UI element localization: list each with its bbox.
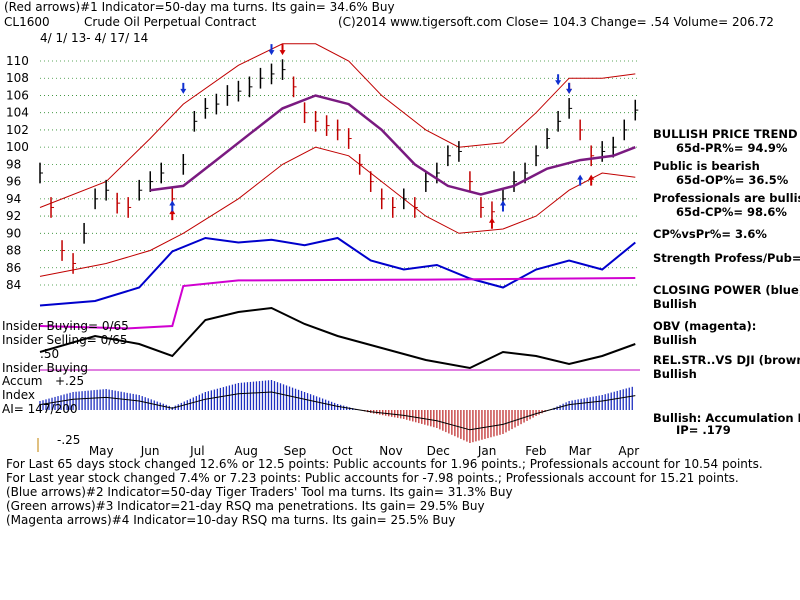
accum-ma-line <box>39 391 636 431</box>
cp-vs-pr: CP%vsPr%= 3.6% <box>653 227 767 241</box>
insider-buying-label: Insider Buying= 0/65 <box>2 319 129 333</box>
x-tick-label: Apr <box>618 444 639 458</box>
closing-power-line <box>39 236 636 307</box>
lower-band-line <box>39 146 636 277</box>
ai-label: AI= 147/200 <box>2 402 78 416</box>
x-tick-label: Feb <box>525 444 546 458</box>
x-tick-label: Aug <box>234 444 257 458</box>
signal-arrow <box>279 44 286 56</box>
obv-label: OBV (magenta): <box>653 319 757 333</box>
tick-minus-25: -.25 <box>57 433 81 447</box>
x-tick-label: Jul <box>189 444 204 458</box>
x-tick-label: Sep <box>284 444 307 458</box>
obv-value: Bullish <box>653 333 697 347</box>
green-arrow-indicator-line: (Green arrows)#3 Indicator=21-day RSQ ma… <box>6 499 485 513</box>
y-tick-label: 110 <box>6 54 29 68</box>
signal-arrow <box>588 174 595 186</box>
op-value: 65d-OP%= 36.5% <box>676 173 789 187</box>
professionals-bullish: Professionals are bullish <box>653 191 800 205</box>
public-bearish: Public is bearish <box>653 159 760 173</box>
tick-25: +.25 <box>55 374 85 388</box>
x-tick-label: Nov <box>379 444 402 458</box>
bullish-price-trend: BULLISH PRICE TREND <box>653 127 798 141</box>
x-tick-label: Mar <box>569 444 592 458</box>
strength-profess-pub: Strength Profess/Pub= 5.4 <box>653 251 800 265</box>
copyright: (C)2014 www.tigersoft.com <box>338 15 502 29</box>
y-tick-label: 102 <box>6 123 29 137</box>
y-tick-label: 88 <box>6 244 21 258</box>
index-label: Index <box>2 388 36 402</box>
contract-name: Crude Oil Perpetual Contract <box>84 15 257 29</box>
signal-arrow <box>555 74 562 86</box>
obv-line <box>39 277 636 330</box>
closing-power-value: Bullish <box>653 297 697 311</box>
ticker: CL1600 <box>4 15 50 29</box>
y-tick-label: 100 <box>6 140 29 154</box>
y-tick-label: 86 <box>6 261 21 275</box>
x-tick-label: May <box>89 444 114 458</box>
y-tick-label: 94 <box>6 192 21 206</box>
footer-last-year: For Last year stock changed 7.4% or 7.23… <box>6 471 739 485</box>
ma50-line <box>150 94 636 196</box>
x-tick-label: Jan <box>477 444 497 458</box>
blue-arrow-indicator-line: (Blue arrows)#2 Indicator=50-day Tiger T… <box>6 485 513 499</box>
accumulation-rising: Bullish: Accumulation Rising <box>653 412 800 425</box>
date-range: 4/ 1/ 13- 4/ 17/ 14 <box>40 31 149 45</box>
signal-arrow <box>180 82 187 94</box>
rel-strength-value: Bullish <box>653 367 697 381</box>
y-tick-label: 96 <box>6 175 21 189</box>
closing-power-label: CLOSING POWER (blue): <box>653 283 800 297</box>
signal-arrow <box>268 44 275 56</box>
rel-strength-label: REL.STR..VS DJI (brown) <box>653 353 800 367</box>
rel-strength-line <box>39 306 636 370</box>
insider-buying-label-2: Insider Buying <box>2 361 88 375</box>
cp-value: 65d-CP%= 98.6% <box>676 205 787 219</box>
footer-65-days: For Last 65 days stock changed 12.6% or … <box>6 457 763 471</box>
y-tick-label: 98 <box>6 157 21 171</box>
x-tick-label: Oct <box>332 444 353 458</box>
y-tick-label: 106 <box>6 88 29 102</box>
upper-band-line <box>39 43 636 208</box>
y-tick-label: 108 <box>6 71 29 85</box>
signal-arrow <box>499 200 506 212</box>
tick-50: .50 <box>40 347 60 361</box>
quote-summary: Close= 104.3 Change= .54 Volume= 206.72 <box>506 15 774 29</box>
insider-selling-label: Insider Selling= 0/65 <box>2 333 128 347</box>
signal-arrow <box>566 82 573 94</box>
signal-arrow <box>169 209 176 221</box>
y-tick-label: 84 <box>6 278 21 292</box>
y-tick-label: 90 <box>6 226 21 240</box>
signal-arrow <box>169 200 176 212</box>
magenta-arrow-indicator-line: (Magenta arrows)#4 Indicator=10-day RSQ … <box>6 513 456 527</box>
x-tick-label: Jun <box>140 444 160 458</box>
y-tick-label: 92 <box>6 209 21 223</box>
y-tick-label: 104 <box>6 106 29 120</box>
accum-label: Accum <box>2 374 43 388</box>
pr-value: 65d-PR%= 94.9% <box>676 141 788 155</box>
signal-arrow <box>488 217 495 229</box>
red-arrow-indicator-line: (Red arrows)#1 Indicator=50-day ma turns… <box>4 0 395 14</box>
ip-value: IP= .179 <box>676 423 731 437</box>
x-tick-label: Dec <box>427 444 450 458</box>
signal-arrow <box>577 174 584 186</box>
